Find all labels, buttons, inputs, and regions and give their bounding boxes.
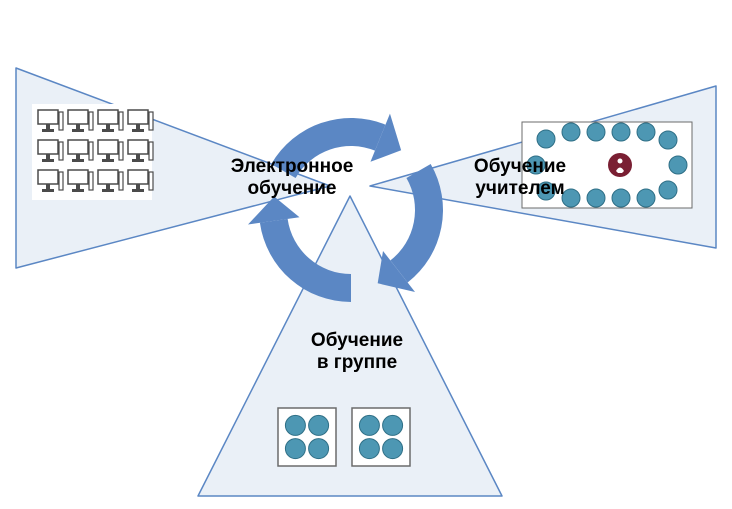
student-icon xyxy=(659,181,677,199)
label-bottom-line1: Обучение xyxy=(311,330,403,351)
student-icon xyxy=(562,123,580,141)
student-icon xyxy=(612,123,630,141)
group-member-icon xyxy=(309,439,329,459)
group-member-icon xyxy=(383,415,403,435)
monitor-icon xyxy=(128,170,148,184)
monitor-icon xyxy=(98,170,118,184)
monitor-icon xyxy=(128,110,148,124)
student-icon xyxy=(587,189,605,207)
student-icon xyxy=(637,189,655,207)
label-right: Обучение учителем xyxy=(460,156,580,200)
label-left-line1: Электронное xyxy=(231,156,354,177)
label-right-line2: учителем xyxy=(475,178,564,199)
label-left: Электронное обучение xyxy=(222,156,362,200)
student-icon xyxy=(587,123,605,141)
monitor-icon xyxy=(38,140,58,154)
label-left-line2: обучение xyxy=(248,178,337,199)
diagram-canvas xyxy=(0,0,732,509)
group-member-icon xyxy=(285,415,305,435)
group-box-1 xyxy=(352,408,410,466)
monitor-icon xyxy=(38,110,58,124)
monitor-icon xyxy=(68,140,88,154)
group-member-icon xyxy=(359,439,379,459)
group-member-icon xyxy=(285,439,305,459)
student-icon xyxy=(612,189,630,207)
monitor-icon xyxy=(38,170,58,184)
group-box-0 xyxy=(278,408,336,466)
student-icon xyxy=(537,130,555,148)
label-bottom-line2: в группе xyxy=(317,352,397,373)
teacher-icon xyxy=(608,153,632,177)
monitor-icon xyxy=(68,110,88,124)
label-right-line1: Обучение xyxy=(474,156,566,177)
monitor-icon xyxy=(128,140,148,154)
student-icon xyxy=(669,156,687,174)
monitor-icon xyxy=(98,140,118,154)
group-member-icon xyxy=(309,415,329,435)
group-member-icon xyxy=(383,439,403,459)
monitor-icon xyxy=(98,110,118,124)
monitor-icon xyxy=(68,170,88,184)
label-bottom: Обучение в группе xyxy=(302,330,412,374)
student-icon xyxy=(659,131,677,149)
group-member-icon xyxy=(359,415,379,435)
student-icon xyxy=(637,123,655,141)
